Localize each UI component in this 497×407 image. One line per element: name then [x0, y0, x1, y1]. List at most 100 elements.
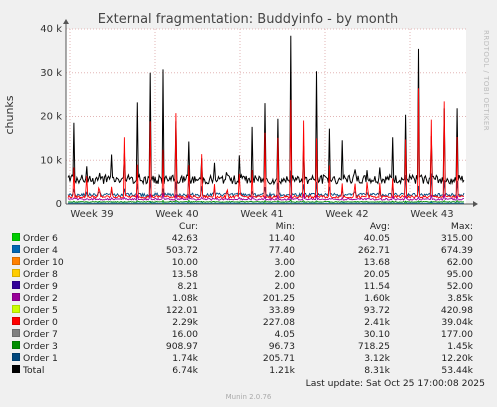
- legend-cur-value: 8.21: [177, 281, 198, 292]
- legend-cur-value: 13.58: [171, 269, 198, 280]
- legend-max-value: 12.20k: [441, 353, 473, 364]
- legend-series-name: Order 5: [12, 305, 112, 317]
- legend-avg-value: 718.25: [357, 341, 390, 352]
- x-tick-label: Week 43: [410, 209, 453, 220]
- y-axis-label: chunks: [3, 95, 16, 134]
- legend-series-name: Order 6: [12, 233, 112, 245]
- legend-cur-value: 503.72: [165, 245, 198, 256]
- x-tick-label: Week 41: [240, 209, 283, 220]
- legend-cur-value: 6.74k: [172, 365, 198, 376]
- legend-swatch: [12, 317, 20, 325]
- legend-max-value: 674.39: [440, 245, 473, 256]
- legend-avg-value: 2.41k: [364, 317, 390, 328]
- legend-swatch: [12, 281, 20, 289]
- legend-avg-value: 3.12k: [364, 353, 390, 364]
- legend-max-value: 420.98: [440, 305, 473, 316]
- legend-avg-value: 11.54: [363, 281, 390, 292]
- legend-swatch: [12, 365, 20, 373]
- legend-avg-value: 262.71: [357, 245, 390, 256]
- legend-row: Total 6.74k 1.21k 8.31k 53.44k: [12, 365, 473, 377]
- legend-min-value: 201.25: [262, 293, 295, 304]
- legend-cur-value: 122.01: [165, 305, 198, 316]
- chart-title: External fragmentation: Buddyinfo - by m…: [98, 12, 399, 27]
- legend-max-value: 177.00: [440, 329, 473, 340]
- legend-row: Order 4 503.72 77.40 262.71 674.39: [12, 245, 473, 257]
- legend-min-value: 205.71: [262, 353, 295, 364]
- legend-max-value: 3.85k: [447, 293, 473, 304]
- y-tick-label: 0: [56, 199, 62, 210]
- legend-row: Order 2 1.08k 201.25 1.60k 3.85k: [12, 293, 473, 305]
- legend-row: Order 7 16.00 4.05 30.10 177.00: [12, 329, 473, 341]
- legend-cur-value: 1.74k: [172, 353, 198, 364]
- legend-max-value: 62.00: [446, 257, 473, 268]
- series-name: Order 3: [23, 341, 58, 352]
- legend-swatch: [12, 341, 20, 349]
- series-name: Order 0: [23, 317, 58, 328]
- legend-row: Order 1 1.74k 205.71 3.12k 12.20k: [12, 353, 473, 365]
- legend-cur-value: 908.97: [165, 341, 198, 352]
- series-name: Order 1: [23, 353, 58, 364]
- legend-series-name: Total: [12, 365, 112, 377]
- legend-max-value: 53.44k: [441, 365, 473, 376]
- legend-max-value: 315.00: [440, 233, 473, 244]
- series-line: [67, 193, 464, 202]
- legend-max-value: 1.45k: [447, 341, 473, 352]
- grid: [66, 28, 466, 204]
- x-tick-label: Week 40: [155, 209, 198, 220]
- series-line: [68, 198, 465, 203]
- legend-swatch: [12, 293, 20, 301]
- legend-series-name: Order 0: [12, 317, 112, 329]
- x-tick-label: Week 42: [325, 209, 368, 220]
- legend-min-value: 1.21k: [269, 365, 295, 376]
- y-tick-label: 10 k: [40, 155, 62, 166]
- legend-series-name: Order 4: [12, 245, 112, 257]
- legend-min-value: 33.89: [268, 305, 295, 316]
- legend-min-value: 4.05: [274, 329, 295, 340]
- legend-swatch: [12, 305, 20, 313]
- legend-swatch: [12, 329, 20, 337]
- series-line: [67, 88, 465, 200]
- col-min: Min:: [275, 221, 295, 232]
- series-line: [68, 201, 464, 204]
- y-tick-label: 20 k: [40, 112, 62, 123]
- legend-cur-value: 42.63: [171, 233, 198, 244]
- legend-series-name: Order 2: [12, 293, 112, 305]
- y-axis-arrow: [63, 19, 69, 24]
- y-tick-label: 40 k: [40, 24, 62, 35]
- legend-table: Cur: Min: Avg: Max: Order 6 42.63 11.40 40.…: [12, 221, 473, 377]
- series-name: Order 9: [23, 281, 58, 292]
- legend-series-name: Order 10: [12, 257, 112, 269]
- legend-series-name: Order 1: [12, 353, 112, 365]
- legend-row: Order 3 908.97 96.73 718.25 1.45k: [12, 341, 473, 353]
- col-avg: Avg:: [369, 221, 390, 232]
- legend-min-value: 3.00: [274, 257, 295, 268]
- x-ticks: Week 39 Week 40 Week 41 Week 42 Week 43: [70, 209, 453, 220]
- legend-series-name: Order 3: [12, 341, 112, 353]
- legend-cur-value: 16.00: [171, 329, 198, 340]
- legend-min-value: 96.73: [268, 341, 295, 352]
- legend-avg-value: 1.60k: [364, 293, 390, 304]
- legend-cur-value: 2.29k: [172, 317, 198, 328]
- legend-row: Order 0 2.29k 227.08 2.41k 39.04k: [12, 317, 473, 329]
- legend-row: Order 6 42.63 11.40 40.05 315.00: [12, 233, 473, 245]
- series-name: Order 5: [23, 305, 58, 316]
- legend-series-name: Order 8: [12, 269, 112, 281]
- y-tick-label: 30 k: [40, 68, 62, 79]
- series-name: Order 10: [23, 257, 64, 268]
- legend-swatch: [12, 233, 20, 241]
- legend-swatch: [12, 353, 20, 361]
- legend-series-name: Order 7: [12, 329, 112, 341]
- legend-swatch: [12, 245, 20, 253]
- legend-cur-value: 1.08k: [172, 293, 198, 304]
- x-tick-label: Week 39: [70, 209, 113, 220]
- legend-cur-value: 10.00: [171, 257, 198, 268]
- legend-swatch: [12, 269, 20, 277]
- legend-avg-value: 93.72: [363, 305, 390, 316]
- legend-max-value: 95.00: [446, 269, 473, 280]
- legend-max-value: 52.00: [446, 281, 473, 292]
- legend-row: Order 10 10.00 3.00 13.68 62.00: [12, 257, 473, 269]
- series-name: Total: [23, 365, 45, 376]
- col-max: Max:: [450, 221, 473, 232]
- legend-row: Order 8 13.58 2.00 20.05 95.00: [12, 269, 473, 281]
